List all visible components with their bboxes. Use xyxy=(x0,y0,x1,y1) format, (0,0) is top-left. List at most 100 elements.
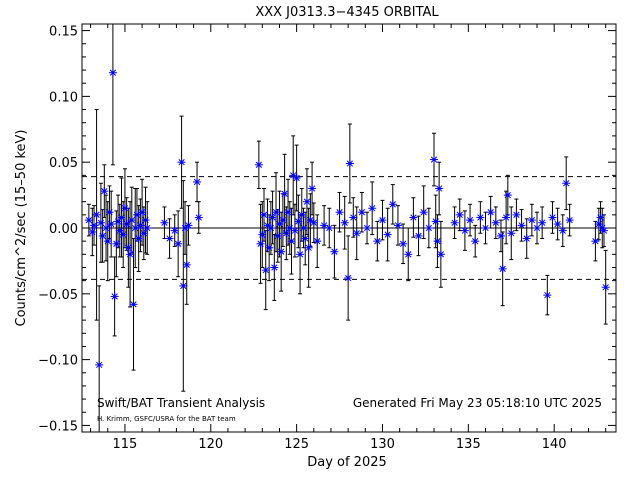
data-point xyxy=(296,250,305,259)
asterisk-stroke xyxy=(180,282,187,290)
asterisk-stroke xyxy=(533,224,541,232)
asterisk-stroke xyxy=(435,185,443,192)
data-point xyxy=(363,224,372,232)
data-point xyxy=(388,200,397,209)
asterisk-stroke xyxy=(109,69,117,76)
asterisk-stroke xyxy=(288,238,295,245)
data-point xyxy=(95,360,104,369)
data-point xyxy=(174,239,183,248)
asterisk-stroke xyxy=(600,227,608,234)
data-point xyxy=(143,224,152,232)
data-point xyxy=(165,234,174,243)
data-point xyxy=(138,208,147,217)
asterisk-stroke xyxy=(592,238,599,245)
data-point xyxy=(92,210,101,219)
x-tick-label: 140 xyxy=(542,437,567,452)
data-point xyxy=(435,184,444,193)
asterisk-stroke xyxy=(137,222,144,229)
asterisk-stroke xyxy=(466,216,474,224)
data-point xyxy=(261,266,270,275)
asterisk-stroke xyxy=(499,265,506,272)
asterisk-stroke xyxy=(326,224,333,232)
data-point xyxy=(117,213,126,222)
y-axis-ticks: −0.15 −0.10 −0.05 0.00 0.05 0.10 0.15 xyxy=(38,25,616,434)
data-point xyxy=(98,231,107,240)
data-point xyxy=(491,218,500,227)
data-point xyxy=(105,208,114,217)
asterisk-stroke xyxy=(293,174,300,182)
asterisk-stroke xyxy=(130,301,137,308)
asterisk-stroke xyxy=(266,244,273,251)
data-point xyxy=(289,171,298,180)
data-point xyxy=(565,216,574,225)
asterisk-stroke xyxy=(96,361,103,369)
asterisk-stroke xyxy=(374,238,381,245)
data-point xyxy=(562,179,571,188)
asterisk-stroke xyxy=(279,216,287,224)
asterisk-stroke xyxy=(504,191,511,199)
asterisk-stroke xyxy=(320,222,328,229)
data-point xyxy=(309,218,318,227)
data-point xyxy=(393,221,402,230)
data-point xyxy=(404,250,413,259)
data-point xyxy=(471,237,480,246)
asterisk-stroke xyxy=(502,214,510,221)
asterisk-stroke xyxy=(140,230,147,237)
data-point xyxy=(599,226,608,235)
data-point xyxy=(182,260,191,269)
data-point xyxy=(294,217,303,226)
asterisk-stroke xyxy=(602,284,609,291)
data-point xyxy=(335,208,344,217)
asterisk-stroke xyxy=(344,274,352,282)
asterisk-stroke xyxy=(554,220,561,228)
x-tick-label: 120 xyxy=(198,437,223,452)
data-points xyxy=(84,68,610,369)
data-point xyxy=(543,291,552,300)
asterisk-stroke xyxy=(193,178,201,186)
asterisk-stroke xyxy=(549,214,556,221)
asterisk-stroke xyxy=(272,209,280,216)
data-point xyxy=(119,230,128,239)
asterisk-stroke xyxy=(116,227,123,234)
data-point xyxy=(429,155,438,164)
asterisk-stroke xyxy=(295,218,302,225)
data-point xyxy=(115,226,124,235)
data-point xyxy=(177,158,186,167)
data-point xyxy=(352,229,361,238)
asterisk-stroke xyxy=(415,232,422,240)
asterisk-stroke xyxy=(528,216,536,224)
data-point xyxy=(431,217,440,226)
asterisk-stroke xyxy=(472,238,479,245)
data-point xyxy=(507,229,516,238)
asterisk-stroke xyxy=(135,235,142,242)
asterisk-stroke xyxy=(314,238,321,245)
data-point xyxy=(378,216,387,225)
asterisk-stroke xyxy=(290,172,297,179)
data-point xyxy=(548,213,557,222)
asterisk-stroke xyxy=(259,231,266,238)
y-tick-label: −0.15 xyxy=(38,419,78,434)
x-tick-label: 125 xyxy=(284,437,309,452)
data-point xyxy=(170,226,179,235)
asterisk-stroke xyxy=(120,231,127,238)
data-point xyxy=(270,263,279,272)
asterisk-stroke xyxy=(331,248,338,255)
asterisk-stroke xyxy=(298,211,305,218)
data-point xyxy=(368,204,377,213)
asterisk-stroke xyxy=(305,244,312,251)
data-point xyxy=(141,216,150,225)
asterisk-stroke xyxy=(85,216,93,224)
asterisk-stroke xyxy=(144,224,151,232)
data-point xyxy=(503,191,512,200)
data-point xyxy=(345,159,354,168)
asterisk-stroke xyxy=(269,214,276,221)
y-tick-label: 0.10 xyxy=(49,90,78,105)
asterisk-stroke xyxy=(281,190,288,197)
data-point xyxy=(527,216,536,225)
data-point xyxy=(139,229,148,238)
data-point xyxy=(96,218,105,227)
asterisk-stroke xyxy=(118,214,125,221)
data-point xyxy=(103,237,112,246)
data-point xyxy=(194,213,203,222)
asterisk-stroke xyxy=(308,185,316,192)
